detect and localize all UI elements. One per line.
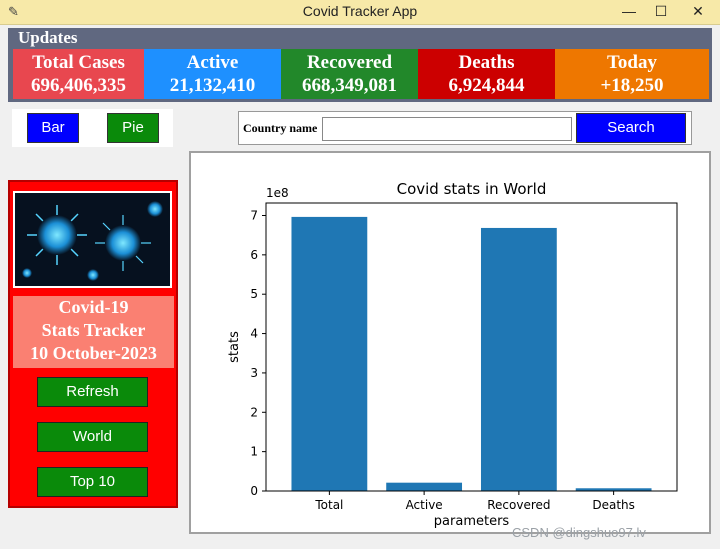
y-tick-label: 7	[250, 208, 258, 222]
x-axis-label: parameters	[434, 514, 510, 529]
y-tick-label: 5	[250, 287, 258, 301]
tracker-line-2: Stats Tracker	[41, 320, 146, 340]
bar	[386, 482, 463, 491]
x-tick-label: Recovered	[487, 498, 550, 512]
y-axis-label: stats	[227, 331, 242, 363]
stat-today: Today +18,250	[555, 49, 709, 99]
y-tick-label: 6	[250, 248, 258, 262]
stat-label: Active	[186, 52, 239, 73]
refresh-button[interactable]: Refresh	[37, 377, 148, 407]
virus-image	[13, 191, 172, 288]
stat-label: Deaths	[458, 52, 515, 73]
country-input[interactable]	[322, 117, 572, 141]
y-tick-label: 3	[250, 366, 258, 380]
y-tick-label: 0	[250, 484, 258, 498]
window-title: Covid Tracker App	[302, 3, 418, 19]
bar	[575, 488, 652, 491]
search-button[interactable]: Search	[576, 113, 686, 143]
tracker-line-1: Covid-19	[58, 297, 129, 317]
tracker-title: Covid-19 Stats Tracker 10 October-2023	[13, 296, 174, 368]
watermark: CSDN @dingshuo97.lv	[512, 525, 646, 540]
stat-value: 6,924,844	[448, 75, 525, 96]
stat-value: 696,406,335	[31, 75, 126, 96]
stat-value: +18,250	[600, 75, 664, 96]
x-tick-label: Deaths	[592, 498, 635, 512]
feather-icon: ✎	[8, 4, 19, 19]
x-axis: Total Active Recovered Deaths	[314, 491, 635, 512]
tracker-date: 10 October-2023	[30, 343, 157, 363]
minimize-icon[interactable]: —	[622, 3, 636, 19]
bar-series	[291, 216, 652, 492]
bar-chart-button[interactable]: Bar	[27, 113, 79, 143]
y-offset-label: 1e8	[266, 186, 289, 200]
title-bar: ✎ Covid Tracker App — ☐ ✕	[0, 0, 720, 25]
stat-label: Today	[607, 52, 657, 73]
y-axis: 0 1 2 3 4 5 6 7	[250, 208, 266, 498]
y-tick-label: 2	[250, 405, 258, 419]
stat-value: 21,132,410	[169, 75, 256, 96]
bar	[480, 227, 557, 491]
stat-active: Active 21,132,410	[144, 49, 281, 99]
stat-recovered: Recovered 668,349,081	[281, 49, 418, 99]
chart-frame: 0 1 2 3 4 5 6 7 Total Active Recovered Deaths Covi…	[189, 151, 711, 534]
y-tick-label: 4	[250, 327, 258, 341]
maximize-icon[interactable]: ☐	[654, 3, 668, 19]
stat-total-cases: Total Cases 696,406,335	[13, 49, 144, 99]
bar-chart: 0 1 2 3 4 5 6 7 Total Active Recovered Deaths Covi…	[227, 180, 678, 529]
stat-deaths: Deaths 6,924,844	[418, 49, 555, 99]
x-tick-label: Active	[406, 498, 443, 512]
country-name-label: Country name	[243, 121, 318, 135]
x-tick-label: Total	[314, 498, 343, 512]
world-button[interactable]: World	[37, 422, 148, 452]
virus-illustration	[15, 193, 170, 286]
plot-area	[265, 202, 678, 492]
chart-title: Covid stats in World	[397, 180, 547, 198]
stat-value: 668,349,081	[302, 75, 397, 96]
y-tick-label: 1	[250, 445, 258, 459]
stat-label: Recovered	[306, 52, 393, 73]
bar	[291, 216, 368, 492]
close-icon[interactable]: ✕	[692, 3, 704, 19]
pie-chart-button[interactable]: Pie	[107, 113, 159, 143]
updates-label: Updates	[16, 28, 80, 48]
stat-label: Total Cases	[32, 52, 125, 73]
top-10-button[interactable]: Top 10	[37, 467, 148, 497]
